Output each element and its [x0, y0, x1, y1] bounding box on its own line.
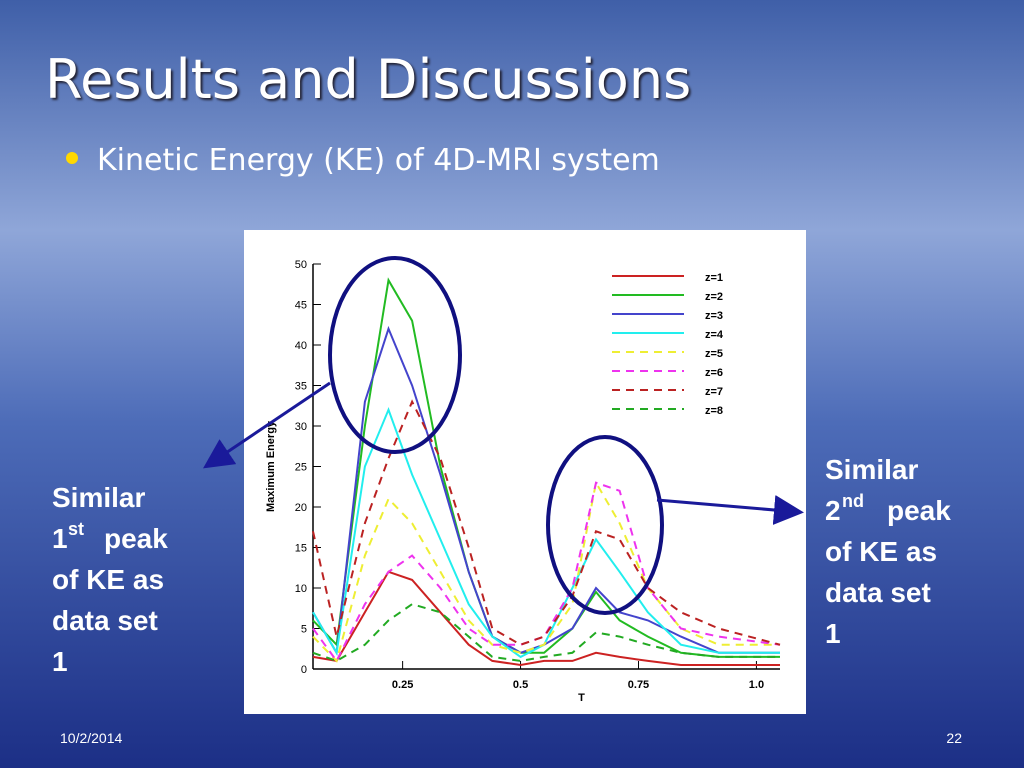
annotation: peak [887, 495, 951, 526]
chart: 0 5 10 15 20 25 30 35 40 45 50 0.25 0.5 0.75 1.0 T Maxim… [265, 259, 781, 704]
legend-label: z=8 [705, 405, 723, 417]
x-axis-label: T [578, 692, 585, 704]
annotation: 2 [825, 495, 841, 526]
series-line [312, 603, 780, 662]
series-line [312, 481, 781, 663]
legend-label: z=2 [705, 291, 723, 303]
annotation: Similar [52, 482, 145, 513]
annotation: st [68, 519, 84, 539]
annotation: peak [104, 523, 168, 554]
legend-label: z=4 [705, 329, 724, 341]
date: 10/2/2014 [60, 730, 122, 746]
series-line [312, 570, 780, 667]
annotation: data set [52, 605, 158, 636]
arrow [203, 381, 331, 469]
y-tick-label: 25 [295, 462, 307, 474]
legend-label: z=7 [705, 386, 723, 398]
legend-label: z=3 [705, 310, 723, 322]
annotation: 1 [52, 646, 68, 677]
x-tick-label: 0.25 [392, 679, 413, 691]
x-tick-label: 0.75 [628, 679, 649, 691]
y-tick-label: 20 [295, 502, 307, 514]
x-tick-label: 1.0 [749, 679, 764, 691]
y-tick-label: 40 [295, 340, 307, 352]
page-number: 22 [946, 730, 962, 746]
annotation: of KE as [825, 536, 937, 567]
annotation: 1 [825, 618, 841, 649]
arrow [656, 495, 804, 525]
y-axis-label: Maximum Energy [265, 420, 277, 512]
legend-label: z=1 [705, 272, 723, 284]
y-tick-label: 10 [295, 583, 307, 595]
series-line [312, 399, 781, 646]
annotation: of KE as [52, 564, 164, 595]
annotation: nd [842, 491, 864, 511]
legend-label: z=6 [705, 367, 723, 379]
x-tick-label: 0.5 [513, 679, 528, 691]
series-line [312, 479, 780, 663]
y-tick-label: 35 [295, 381, 307, 393]
bullet-text: Kinetic Energy (KE) of 4D-MRI system [97, 143, 660, 178]
y-tick-label: 15 [295, 543, 307, 555]
y-tick-label: 0 [301, 664, 307, 676]
series-line [312, 407, 780, 659]
bullet-dot [66, 152, 78, 164]
annotation: Similar [825, 454, 918, 485]
y-tick-label: 50 [295, 259, 307, 271]
slide-title: Results and Discussions [45, 48, 691, 111]
y-tick-label: 45 [295, 300, 307, 312]
annotation: 1 [52, 523, 68, 554]
annotation: data set [825, 577, 931, 608]
y-tick-label: 30 [295, 421, 307, 433]
highlight-ellipse [546, 435, 664, 615]
highlight-ellipse [328, 256, 462, 454]
y-tick-label: 5 [301, 624, 307, 636]
legend-label: z=5 [705, 348, 723, 360]
